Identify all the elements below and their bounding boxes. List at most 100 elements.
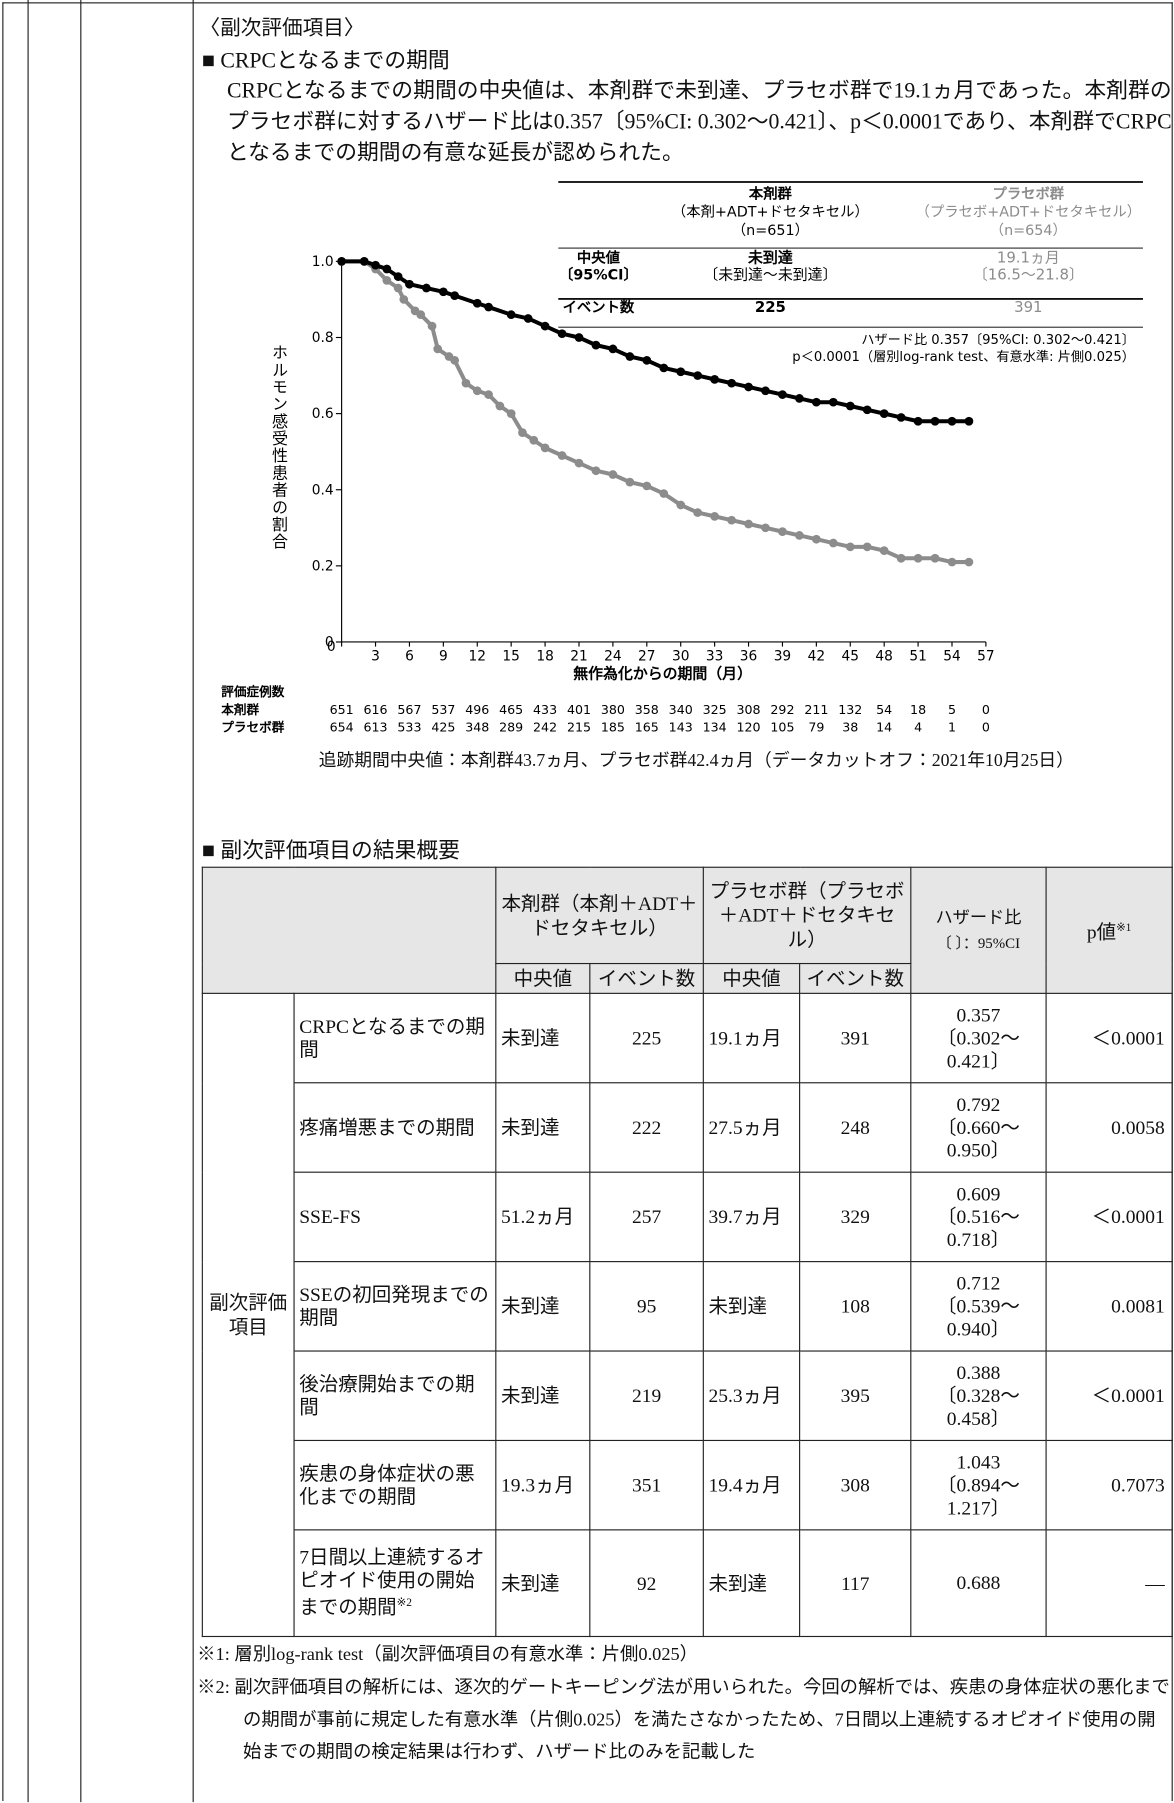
censor-mark [591,466,601,476]
inset-cell: 〔未到達～未到達〕 [703,266,837,284]
table-cell: 219 [589,1350,704,1442]
risk-count: 14 [876,719,892,734]
censor-mark [930,553,940,563]
table-cell: 117 [799,1529,912,1638]
x-tick-label: 42 [808,648,826,664]
risk-count: 348 [465,719,489,734]
risk-count: 358 [635,702,659,717]
risk-count: 340 [669,702,693,717]
censor-mark [484,302,493,312]
header-cell: プラセボ群（プラセボ＋ADT＋ドセタキセル） [702,866,912,965]
table-cell: 51.2ヵ月 [495,1171,591,1263]
censor-mark [484,390,493,399]
censor-mark [879,409,889,418]
y-tick-label: 0.4 [312,482,334,498]
censor-mark [337,257,346,266]
censor-mark [371,260,380,270]
censor-mark [625,352,635,361]
hazard-line: 0.712 [956,1271,1001,1294]
inset-column-header: プラセボ群 [992,184,1064,202]
table-cell: 未到達 [702,1529,801,1638]
censor-mark [529,435,539,445]
censor-mark [557,329,567,339]
section-title: ■ 副次評価項目の結果概要 [201,839,460,864]
censor-mark [540,321,550,331]
risk-count: 5 [948,702,956,717]
header-cell [201,866,497,994]
risk-count: 425 [431,719,455,734]
hazard-cell: 0.609 〔0.516～ 0.718〕 [910,1171,1047,1263]
risk-count: 79 [808,719,824,734]
censor-mark [930,416,940,426]
censor-mark [744,382,753,392]
hazard-line: 0.388 [956,1361,1001,1384]
censor-mark [828,538,838,548]
censor-mark [540,443,550,453]
censor-mark [557,451,567,460]
p-value: ＜0.0001 [1045,1171,1173,1263]
header-cell: イベント数 [589,962,704,994]
footnote: ※1: 層別log-rank test（副次評価項目の有意水準：片側0.025） [197,1645,699,1665]
header-text: p値 [1086,921,1117,944]
censor-mark [862,405,872,415]
censor-mark [896,413,906,422]
table-cell: 未到達 [495,1082,591,1173]
x-tick-label: 39 [774,648,792,664]
censor-mark [676,367,686,377]
censor-mark [947,416,957,426]
risk-count: 308 [736,702,760,717]
inset-cell: 19.1ヵ月 [997,249,1060,267]
table-cell: 257 [589,1171,704,1263]
hazard-line: 0.950〕 [946,1138,1011,1161]
hazard-line: 〔0.660～ [937,1116,1020,1138]
x-tick-label: 51 [909,648,927,664]
censor-mark [450,291,460,300]
table-cell: 19.3ヵ月 [495,1439,591,1531]
risk-count: 613 [363,719,387,734]
censor-mark [608,470,618,479]
censor-mark [964,557,974,567]
row-name: 疼痛増悪までの期間 [293,1082,497,1173]
censor-mark [659,489,669,498]
hazard-line: 〔0.328～ [937,1384,1020,1407]
p-value: ＜0.0001 [1045,992,1173,1084]
risk-count: 120 [736,719,760,734]
inset-column-header: （本剤+ADT+ドセタキセル） [672,204,869,221]
inset-table-rule [558,326,1143,328]
row-name-text: 疼痛増悪までの期間 [299,1116,475,1138]
censor-mark [574,333,584,342]
row-name: SSE-FS [293,1171,497,1263]
censor-mark [896,553,906,563]
table-row: 後治療開始までの期間 未到達 219 25.3ヵ月 395 0.388 〔0.328～ 0.4… [202,1350,1173,1442]
censor-mark [574,458,584,468]
censor-mark [399,295,409,304]
inset-row-label: 中央値 [577,249,621,267]
risk-count: 18 [910,702,926,717]
row-name: 後治療開始までの期間 [293,1350,497,1442]
footnote-ref: ※2 [396,1597,413,1610]
censor-mark [710,512,719,521]
censor-mark [828,397,838,407]
section-title: ■ CRPCとなるまでの期間 [201,49,450,74]
y-tick-label: 0 [325,635,334,651]
table-cell: 19.1ヵ月 [702,992,801,1084]
hazard-line: 0.458〕 [946,1407,1011,1429]
censor-mark [450,355,460,365]
x-tick-label: 6 [405,648,414,664]
header-cell: p値※1 [1045,866,1173,994]
censor-mark [642,481,652,491]
risk-count: 537 [431,702,455,717]
table-row: 7日間以上連続するオピオイド使用の開始までの期間※2 未到達 92 未到達 117 0.6… [202,1529,1173,1638]
risk-count: 38 [842,719,858,734]
censor-mark [778,390,787,399]
inset-column-header: （n=651） [732,222,809,239]
censor-mark [812,397,821,407]
censor-mark [472,386,482,396]
censor-mark [761,523,770,533]
hazard-line: 〔0.894～ [937,1473,1020,1496]
table-cell: 27.5ヵ月 [702,1082,801,1173]
inset-row-label: 〔95%CI〕 [559,266,638,284]
p-value: ＜0.0001 [1045,1350,1173,1442]
hazard-line: 0.421〕 [946,1049,1011,1072]
risk-count: 616 [363,702,387,717]
